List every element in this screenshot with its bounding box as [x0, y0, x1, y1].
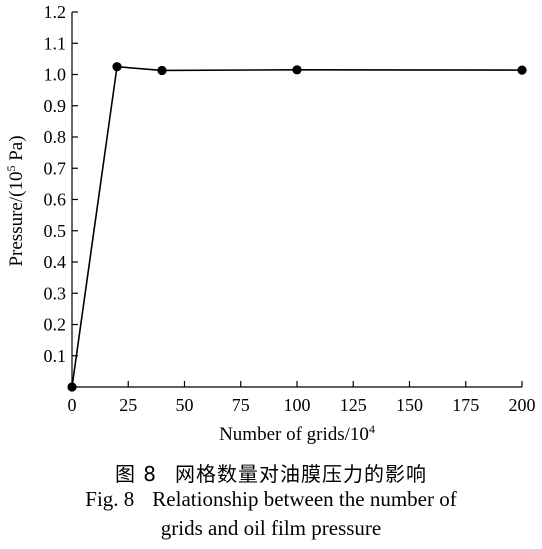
series-group [67, 62, 527, 392]
x-tick-label: 125 [340, 395, 367, 415]
y-tick-label: 0.3 [44, 283, 67, 303]
y-tick-label: 1.2 [44, 2, 67, 22]
data-point [112, 62, 122, 72]
x-ticks: 0 25 50 75 100 125 150 175 200 [68, 381, 536, 415]
y-tick-label: 0.1 [44, 346, 67, 366]
x-tick-label: 200 [509, 395, 536, 415]
y-tick-label: 0.8 [44, 127, 67, 147]
data-point [67, 382, 77, 392]
y-tick-label: 1.1 [44, 33, 67, 53]
x-tick-label: 150 [396, 395, 423, 415]
figure-number-en: Fig. 8 [85, 487, 135, 511]
series-line [71, 65, 523, 388]
x-axis-title: Number of grids/104 [219, 422, 375, 445]
x-tick-label: 50 [176, 395, 194, 415]
y-ticks: 0.1 0.2 0.3 0.4 0.5 0.6 0.7 0.8 0.9 1.0 1.1 1.2 [44, 2, 78, 388]
y-tick-label: 0.2 [44, 315, 67, 335]
figure-caption-english-line2: grids and oil film pressure [0, 516, 542, 541]
y-tick-label: 0.9 [44, 96, 67, 116]
figure-title-en-line2: grids and oil film pressure [160, 516, 382, 540]
x-tick-label: 0 [68, 395, 77, 415]
figure-number-cn: 图 8 [114, 462, 158, 486]
data-point [517, 65, 527, 75]
data-point [292, 65, 302, 75]
y-tick-label: 0.6 [44, 190, 67, 210]
y-tick-label: 1.0 [44, 65, 67, 85]
y-axis-title: Pressure/(105 Pa) [4, 135, 27, 266]
x-tick-label: 100 [284, 395, 311, 415]
figure-caption-english-line1: Fig. 8 Relationship between the number of [0, 487, 542, 512]
line-chart: 0 25 50 75 100 125 150 175 200 0.10.20.30.40.50.… [4, 2, 536, 445]
y-tick-label: 0.5 [44, 221, 67, 241]
figure-title-en-line1: Relationship between the number of [152, 487, 457, 511]
figure-caption-chinese: 图 8 网格数量对油膜压力的影响 [0, 458, 542, 487]
y-tick-label: 0.4 [44, 252, 67, 272]
x-tick-label: 75 [232, 395, 250, 415]
y-tick-label: 0.7 [44, 158, 67, 178]
data-point [157, 65, 167, 76]
x-tick-label: 25 [119, 395, 137, 415]
figure-title-cn: 网格数量对油膜压力的影响 [175, 462, 428, 486]
x-tick-label: 175 [452, 395, 479, 415]
